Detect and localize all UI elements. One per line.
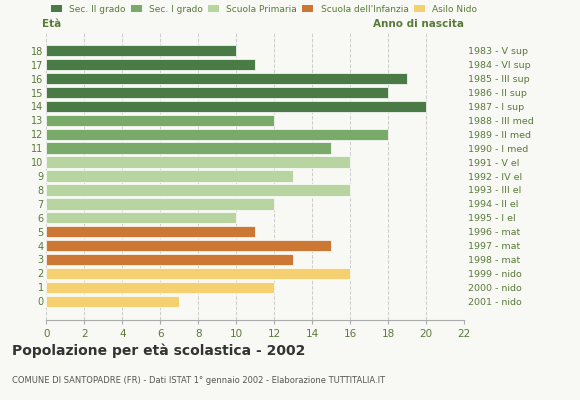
- Bar: [46, 142, 331, 154]
- Text: Età: Età: [42, 19, 61, 29]
- Bar: [46, 226, 255, 237]
- Bar: [46, 73, 407, 84]
- Bar: [46, 212, 236, 224]
- Bar: [46, 268, 350, 279]
- Bar: [46, 254, 293, 265]
- Bar: [46, 184, 350, 196]
- Bar: [46, 240, 331, 251]
- Bar: [46, 128, 388, 140]
- Bar: [46, 45, 236, 56]
- Bar: [46, 115, 274, 126]
- Bar: [46, 59, 255, 70]
- Text: Anno di nascita: Anno di nascita: [373, 19, 464, 29]
- Bar: [46, 170, 293, 182]
- Bar: [46, 198, 274, 210]
- Bar: [46, 282, 274, 293]
- Text: COMUNE DI SANTOPADRE (FR) - Dati ISTAT 1° gennaio 2002 - Elaborazione TUTTITALIA: COMUNE DI SANTOPADRE (FR) - Dati ISTAT 1…: [12, 376, 385, 385]
- Legend: Sec. II grado, Sec. I grado, Scuola Primaria, Scuola dell'Infanzia, Asilo Nido: Sec. II grado, Sec. I grado, Scuola Prim…: [51, 4, 477, 14]
- Bar: [46, 87, 388, 98]
- Bar: [46, 296, 179, 307]
- Text: Popolazione per età scolastica - 2002: Popolazione per età scolastica - 2002: [12, 344, 305, 358]
- Bar: [46, 156, 350, 168]
- Bar: [46, 101, 426, 112]
